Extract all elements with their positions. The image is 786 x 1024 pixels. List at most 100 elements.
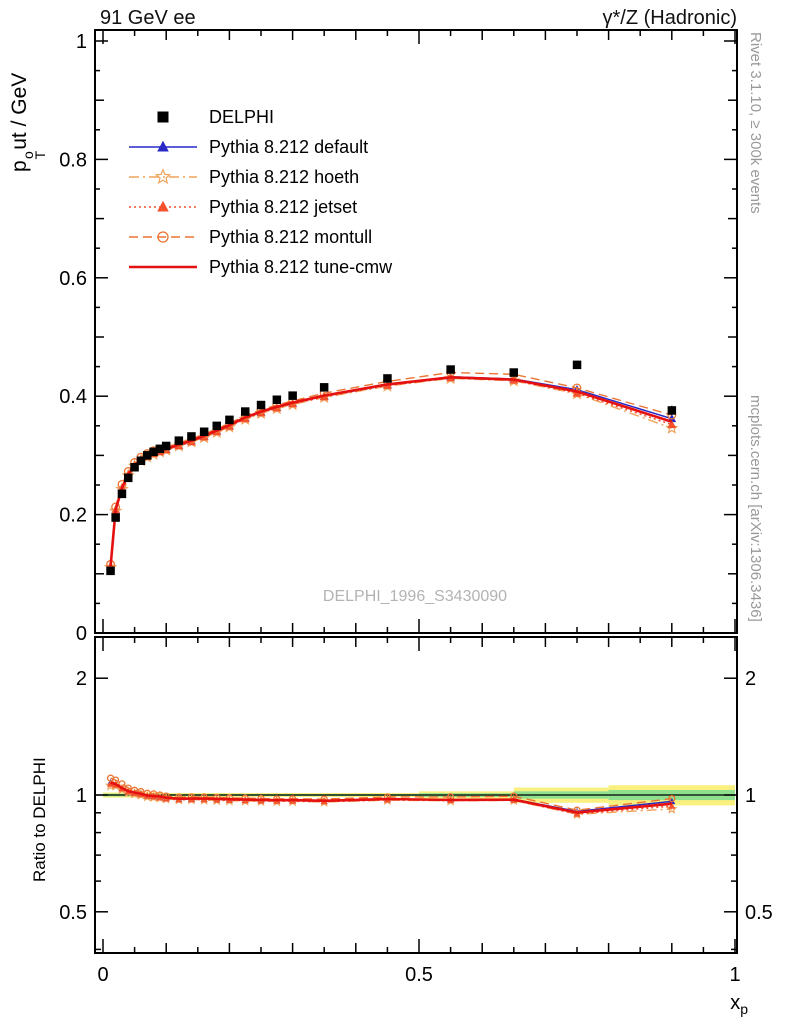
series-line-main: [109, 376, 673, 567]
series-marker-ratio: [257, 794, 265, 803]
legend-label: Pythia 8.212 tune-cmw: [209, 256, 393, 277]
series-marker-main: [667, 420, 677, 428]
data-point: [117, 489, 127, 499]
y-tick-label-main: 0.6: [59, 268, 87, 290]
series-line-main: [109, 375, 673, 567]
legend-sample: [129, 231, 197, 243]
data-point: [667, 406, 677, 415]
y-tick-label-main: 0.4: [59, 386, 87, 408]
series-marker-ratio: [175, 793, 183, 801]
legend-marker: [154, 168, 172, 185]
mcplots-credit: mcplots.cern.ch [arXiv:1306.3436]: [747, 395, 764, 622]
series-marker-ratio: [668, 802, 676, 809]
data-point: [199, 427, 209, 436]
series-line-main: [109, 375, 673, 567]
xlabel-base: x: [730, 992, 741, 1014]
legend-marker: [157, 140, 169, 152]
legend-item-pythia-8-212-montull: Pythia 8.212 montull: [127, 222, 392, 252]
series-marker-ratio: [241, 794, 249, 802]
legend-label: DELPHI: [209, 106, 275, 127]
x-tick-label: 0: [97, 964, 108, 986]
data-point: [288, 391, 297, 400]
series-marker-ratio: [213, 793, 221, 802]
series-line-ratio: [110, 777, 672, 811]
series-delphi: [106, 360, 677, 576]
legend: DELPHI Pythia 8.212 default Pythia 8.212 h…: [127, 102, 392, 282]
y-tick-label-ratio-right: 0.5: [745, 902, 773, 924]
y-tick-label-main: 0: [76, 623, 87, 645]
legend-marker: [157, 231, 169, 243]
ratio-panel-frame: [94, 636, 738, 954]
series-marker-ratio: [187, 793, 196, 801]
x-axis-label: xp: [730, 992, 748, 1017]
series-line-ratio: [110, 781, 672, 814]
y-tick-label-main: 0.8: [59, 149, 87, 171]
series-marker-ratio: [225, 794, 234, 802]
series-line-main: [109, 377, 673, 568]
legend-item-delphi: DELPHI: [127, 102, 392, 132]
y-tick-label-ratio-right: 1: [745, 785, 756, 807]
y-axis-label-ratio: Ratio to DELPHI: [30, 757, 49, 882]
legend-sample: [157, 111, 169, 123]
series-marker-main: [665, 421, 679, 434]
ylabel-base: p: [8, 160, 31, 172]
data-point: [212, 421, 221, 431]
xlabel-sub: p: [740, 1001, 748, 1017]
data-point: [446, 365, 455, 374]
legend-marker: [157, 200, 169, 212]
y-tick-label-ratio-right: 2: [745, 668, 756, 690]
series-marker-ratio: [288, 795, 297, 803]
data-point: [155, 444, 165, 454]
data-point: [383, 374, 392, 383]
data-point: [111, 513, 120, 522]
y-tick-label-ratio-left: 2: [76, 668, 87, 690]
header-beam-energy: 91 GeV ee: [100, 7, 196, 29]
legend-sample: [129, 140, 197, 152]
series-marker-ratio: [668, 797, 676, 805]
data-point: [256, 400, 266, 410]
data-point: [272, 395, 282, 404]
y-tick-label-ratio-left: 1: [76, 785, 87, 807]
series-line-main: [109, 371, 672, 565]
data-point: [136, 456, 146, 465]
analysis-id-watermark: DELPHI_1996_S3430090: [322, 588, 508, 605]
legend-item-pythia-8-212-jetset: Pythia 8.212 jetset: [127, 192, 392, 222]
legend-sample: [129, 200, 197, 212]
data-point: [572, 360, 582, 370]
data-point: [187, 432, 196, 441]
legend-label: Pythia 8.212 hoeth: [209, 166, 360, 187]
data-point: [143, 451, 152, 460]
x-tick-label: 0.5: [405, 964, 433, 986]
data-point: [225, 415, 234, 425]
data-point: [241, 407, 250, 416]
data-point: [509, 368, 518, 377]
legend-item-pythia-8-212-hoeth: Pythia 8.212 hoeth: [127, 162, 392, 192]
legend-label: Pythia 8.212 montull: [209, 226, 373, 247]
legend-item-pythia-8-212-default: Pythia 8.212 default: [127, 132, 392, 162]
legend-label: Pythia 8.212 default: [209, 136, 369, 157]
data-point: [161, 441, 171, 451]
series-marker-ratio: [668, 794, 676, 803]
y-tick-label-ratio-left: 0.5: [59, 902, 87, 924]
legend-item-pythia-8-212-tune-cmw: Pythia 8.212 tune-cmw: [127, 252, 392, 282]
data-point: [149, 447, 158, 457]
rivet-version-note: Rivet 3.1.10, ≥ 300k events: [747, 32, 764, 214]
legend-sample: [129, 168, 197, 185]
data-point: [130, 463, 139, 472]
data-point: [174, 436, 184, 445]
data-point: [319, 383, 329, 392]
ylabel-rest: ut / GeV: [8, 72, 31, 150]
legend-sample: [129, 265, 197, 269]
main-panel-frame: [94, 29, 738, 634]
y-tick-label-main: 1: [76, 31, 87, 53]
data-point: [106, 566, 115, 576]
series-marker-ratio: [666, 803, 678, 814]
legend-marker: [157, 111, 169, 123]
data-point: [124, 473, 133, 483]
y-tick-label-main: 0.2: [59, 505, 87, 527]
legend-label: Pythia 8.212 jetset: [209, 196, 358, 217]
